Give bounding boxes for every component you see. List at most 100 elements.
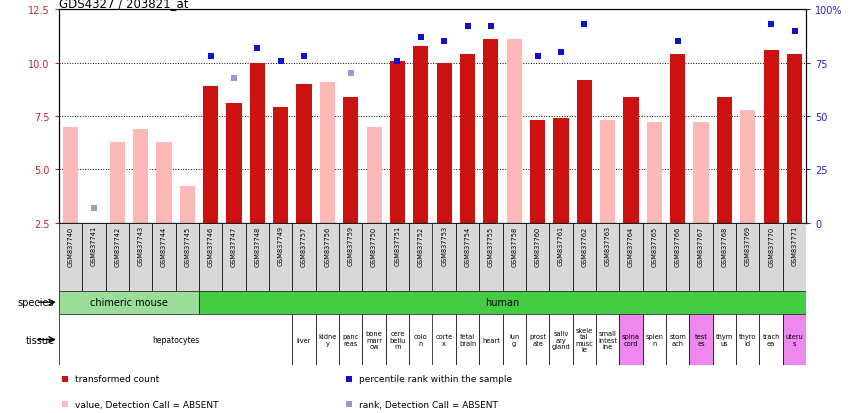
Text: test
es: test es xyxy=(695,334,708,346)
Bar xyxy=(666,223,689,291)
Bar xyxy=(129,223,152,291)
Text: liver: liver xyxy=(297,337,311,343)
Text: GSM837767: GSM837767 xyxy=(698,226,704,266)
Bar xyxy=(152,223,176,291)
Bar xyxy=(596,314,619,366)
Text: GSM837768: GSM837768 xyxy=(721,226,727,266)
Text: thyro
id: thyro id xyxy=(739,334,757,346)
Bar xyxy=(386,314,409,366)
Bar xyxy=(273,108,288,223)
Bar xyxy=(133,129,148,223)
Text: corte
x: corte x xyxy=(436,334,452,346)
Text: GSM837749: GSM837749 xyxy=(278,226,284,266)
Bar xyxy=(203,87,218,223)
Bar xyxy=(479,223,503,291)
Bar xyxy=(736,223,759,291)
Bar xyxy=(479,314,503,366)
Text: chimeric mouse: chimeric mouse xyxy=(90,297,168,308)
Bar xyxy=(717,97,732,223)
Text: GSM837759: GSM837759 xyxy=(348,226,354,266)
Bar xyxy=(484,40,498,223)
Text: GSM837756: GSM837756 xyxy=(324,226,330,266)
Bar xyxy=(59,314,292,366)
Text: GSM837744: GSM837744 xyxy=(161,226,167,266)
Text: GSM837748: GSM837748 xyxy=(254,226,260,266)
Bar xyxy=(409,223,432,291)
Bar xyxy=(227,104,241,223)
Bar xyxy=(320,83,335,223)
Text: bone
marr
ow: bone marr ow xyxy=(366,330,382,349)
Bar xyxy=(689,223,713,291)
Bar xyxy=(530,121,545,223)
Bar xyxy=(764,51,778,223)
Text: spina
cord: spina cord xyxy=(622,334,640,346)
Text: GSM837752: GSM837752 xyxy=(418,226,424,266)
Bar xyxy=(269,223,292,291)
Text: heart: heart xyxy=(482,337,500,343)
Text: GSM837761: GSM837761 xyxy=(558,226,564,266)
Text: GSM837771: GSM837771 xyxy=(791,226,798,266)
Bar xyxy=(316,314,339,366)
Bar xyxy=(157,142,171,223)
Bar xyxy=(736,314,759,366)
Text: GSM837754: GSM837754 xyxy=(465,226,471,266)
Bar xyxy=(437,64,452,223)
Bar xyxy=(409,314,432,366)
Bar xyxy=(297,85,311,223)
Text: GSM837746: GSM837746 xyxy=(208,226,214,266)
Bar xyxy=(362,223,386,291)
Bar xyxy=(619,314,643,366)
Text: GSM837750: GSM837750 xyxy=(371,226,377,266)
Bar xyxy=(689,314,713,366)
Bar xyxy=(386,223,409,291)
Bar xyxy=(503,314,526,366)
Text: human: human xyxy=(485,297,520,308)
Bar xyxy=(670,55,685,223)
Bar xyxy=(573,223,596,291)
Bar xyxy=(647,123,662,223)
Bar xyxy=(600,121,615,223)
Text: prost
ate: prost ate xyxy=(529,334,546,346)
Bar xyxy=(759,223,783,291)
Text: cere
bellu
m: cere bellu m xyxy=(389,330,406,349)
Bar xyxy=(783,314,806,366)
Text: value, Detection Call = ABSENT: value, Detection Call = ABSENT xyxy=(75,400,219,409)
Text: stom
ach: stom ach xyxy=(670,334,686,346)
Text: saliv
ary
gland: saliv ary gland xyxy=(552,330,570,349)
Bar xyxy=(63,127,78,223)
Bar xyxy=(526,223,549,291)
Text: trach
ea: trach ea xyxy=(762,334,780,346)
Text: rank, Detection Call = ABSENT: rank, Detection Call = ABSENT xyxy=(359,400,498,409)
Text: species: species xyxy=(18,297,54,308)
Text: GSM837745: GSM837745 xyxy=(184,226,190,266)
Text: GSM837755: GSM837755 xyxy=(488,226,494,266)
Text: GSM837758: GSM837758 xyxy=(511,226,517,266)
Bar xyxy=(339,223,362,291)
Bar xyxy=(106,223,129,291)
Bar xyxy=(339,314,362,366)
Bar xyxy=(713,223,736,291)
Bar xyxy=(199,223,222,291)
Text: thym
us: thym us xyxy=(716,334,733,346)
Bar xyxy=(596,223,619,291)
Bar xyxy=(246,223,269,291)
Bar xyxy=(432,314,456,366)
Bar xyxy=(316,223,339,291)
Text: panc
reas: panc reas xyxy=(343,334,359,346)
Text: GSM837764: GSM837764 xyxy=(628,226,634,266)
Bar xyxy=(759,314,783,366)
Text: colo
n: colo n xyxy=(414,334,427,346)
Text: GSM837742: GSM837742 xyxy=(114,226,120,266)
Bar xyxy=(367,127,381,223)
Bar xyxy=(694,123,708,223)
Text: tissue: tissue xyxy=(25,335,54,345)
Bar xyxy=(787,55,802,223)
Text: hepatocytes: hepatocytes xyxy=(152,335,199,344)
Bar xyxy=(456,223,479,291)
Text: GSM837770: GSM837770 xyxy=(768,226,774,266)
Text: GSM837751: GSM837751 xyxy=(394,226,400,266)
Text: GSM837766: GSM837766 xyxy=(675,226,681,266)
Bar xyxy=(577,81,592,223)
Bar xyxy=(643,223,666,291)
Bar xyxy=(526,314,549,366)
